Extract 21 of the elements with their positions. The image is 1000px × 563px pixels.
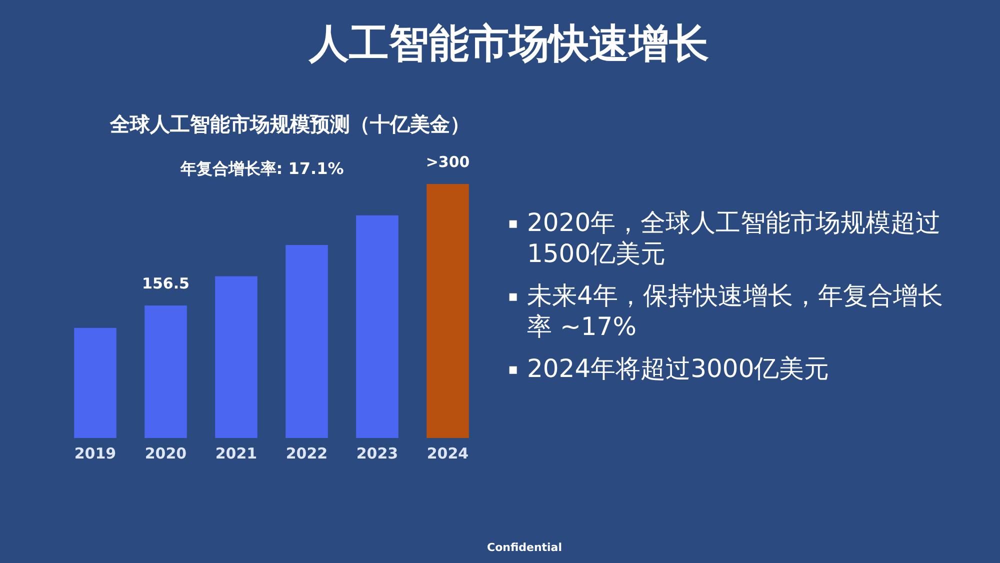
bar [426, 184, 469, 438]
data-label: 156.5 [142, 274, 190, 292]
bar [74, 328, 116, 438]
text: ▪ 2020年，全球人工智能市场规模超过1500亿美元 [508, 208, 941, 268]
data-label: >300 [426, 153, 470, 171]
x-tick-label: 2023 [356, 444, 398, 462]
x-tick-label: 2024 [426, 444, 469, 462]
text: Confidential [487, 541, 562, 554]
x-tick-label: 2021 [215, 444, 258, 462]
x-tick-label: 2019 [74, 444, 116, 462]
bar [286, 244, 328, 438]
text: ▪ 2024年将超过3000亿美元 [508, 354, 830, 383]
text: 年复合增长率: 17.1% [179, 159, 344, 178]
chart-title: 人工智能市场快速增长 [308, 21, 709, 67]
x-tick-label: 2022 [286, 444, 328, 462]
bar [144, 305, 187, 438]
text: ▪ 未来4年，保持快速增长，年复合增长率 ~17% [508, 281, 943, 341]
bar [356, 215, 398, 438]
x-tick-label: 2020 [144, 444, 187, 462]
chart-subtitle: 全球人工智能市场规模预测（十亿美金） [109, 112, 470, 136]
bar [215, 276, 258, 438]
